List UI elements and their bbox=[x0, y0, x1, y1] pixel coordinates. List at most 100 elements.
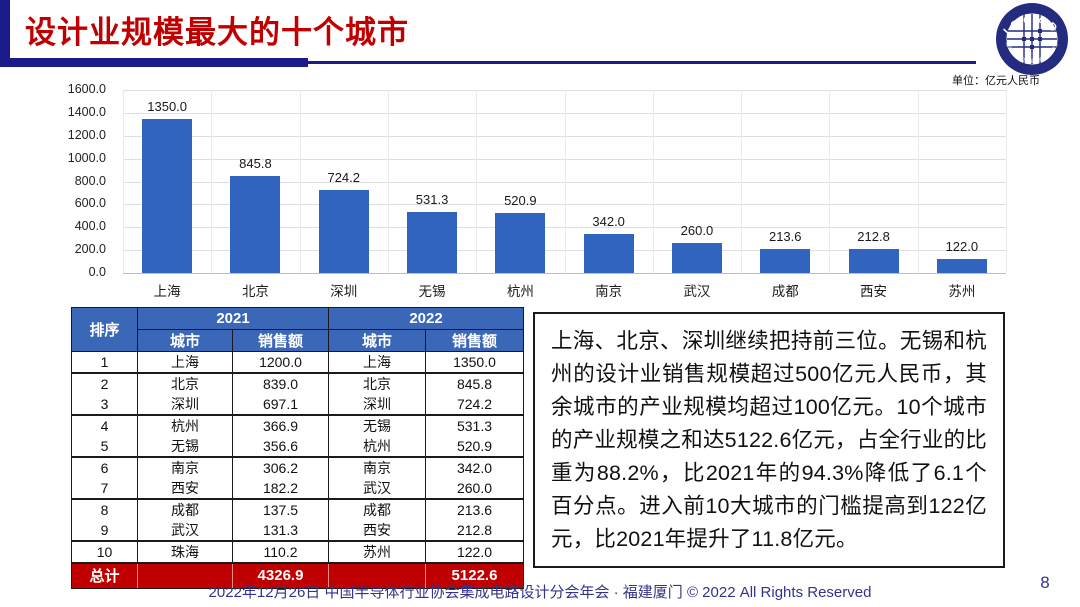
table-cell: 3 bbox=[71, 394, 138, 415]
table-cell: 北京 bbox=[137, 372, 233, 394]
chart-ytick-label: 1200.0 bbox=[67, 127, 106, 142]
table-cell: 839.0 bbox=[232, 372, 329, 394]
table-cell: 武汉 bbox=[328, 478, 426, 499]
table-row-rank-2: 2 北京 839.0 北京 845.8 bbox=[71, 372, 524, 394]
table-row-rank-9: 9 武汉 131.3 西安 212.8 bbox=[71, 520, 524, 541]
bar-value-label: 724.2 bbox=[327, 170, 361, 185]
x-axis-label: 杭州 bbox=[506, 284, 534, 299]
table-cell: 武汉 bbox=[137, 520, 233, 541]
table-cell: 1 bbox=[71, 351, 138, 373]
header-city-2021: 城市 bbox=[137, 329, 233, 352]
table-cell: 杭州 bbox=[328, 436, 426, 457]
header-rank: 排序 bbox=[71, 307, 138, 352]
table-row-rank-6: 6 南京 306.2 南京 342.0 bbox=[71, 456, 524, 478]
table-cell: 成都 bbox=[137, 498, 233, 520]
chart-gridline-v bbox=[476, 90, 478, 273]
table-cell: 137.5 bbox=[232, 498, 329, 520]
x-axis-label: 无锡 bbox=[418, 284, 446, 299]
bar-value-label: 845.8 bbox=[239, 156, 272, 171]
table-cell: 2 bbox=[71, 372, 138, 394]
table-cell: 182.2 bbox=[232, 478, 329, 499]
bar-成都 bbox=[760, 249, 811, 273]
chart-gridline-v bbox=[211, 90, 213, 273]
bar-value-label: 520.9 bbox=[504, 193, 537, 208]
table-cell: 6 bbox=[71, 456, 138, 478]
bar-苏州 bbox=[936, 259, 987, 273]
table-cell: 1350.0 bbox=[425, 351, 524, 373]
bar-value-label: 342.0 bbox=[592, 214, 625, 229]
table-header: 排序 2021 2022 城市 销售额 城市 销售额 bbox=[71, 307, 524, 352]
logo-circuit-dots bbox=[1022, 29, 1042, 49]
bar-value-label: 531.3 bbox=[415, 192, 449, 207]
table-cell: 杭州 bbox=[137, 414, 233, 436]
total-empty-city-2021 bbox=[137, 562, 233, 589]
x-axis-label: 成都 bbox=[771, 284, 799, 299]
table-cell: 1200.0 bbox=[232, 351, 329, 373]
x-axis-label: 武汉 bbox=[683, 284, 711, 299]
total-sales-2022: 5122.6 bbox=[425, 562, 524, 589]
footer-copyright: 2022年12月26日 中国半导体行业协会集成电路设计分会年会 · 福建厦门 ©… bbox=[208, 584, 872, 601]
table-cell: 306.2 bbox=[232, 456, 329, 478]
page-number: 8 bbox=[1040, 573, 1050, 592]
table-cell: 西安 bbox=[328, 520, 426, 541]
table-cell: 213.6 bbox=[425, 498, 524, 520]
chart-ytick-label: 0.0 bbox=[88, 265, 106, 279]
table-cell: 上海 bbox=[137, 351, 233, 373]
total-sales-2021: 4326.9 bbox=[232, 562, 329, 589]
total-empty-city-2022 bbox=[328, 562, 426, 589]
chart-ytick-label: 1000.0 bbox=[67, 150, 106, 165]
table-cell: 342.0 bbox=[425, 456, 524, 478]
chart-gridline-v bbox=[741, 90, 743, 273]
table-cell: 8 bbox=[71, 498, 138, 520]
total-label: 总计 bbox=[71, 562, 138, 589]
table-cell: 212.8 bbox=[425, 520, 524, 541]
bar-无锡 bbox=[407, 212, 458, 273]
table-body: 1 上海 1200.0 上海 1350.0 2 北京 839.0 北京 845.8 3 深圳 697.1… bbox=[71, 351, 524, 563]
table-row-rank-5: 5 无锡 356.6 杭州 520.9 bbox=[71, 436, 524, 457]
table-cell: 上海 bbox=[328, 351, 426, 373]
x-axis-label: 深圳 bbox=[330, 284, 358, 299]
table-cell: 131.3 bbox=[232, 520, 329, 541]
table-cell: 南京 bbox=[328, 456, 426, 478]
table-cell: 西安 bbox=[137, 478, 233, 499]
header-year-2021: 2021 bbox=[137, 307, 329, 330]
x-axis-label: 苏州 bbox=[948, 284, 976, 299]
bar-value-label: 260.0 bbox=[680, 223, 714, 238]
table-cell: 845.8 bbox=[425, 372, 524, 394]
table-cell: 356.6 bbox=[232, 436, 329, 457]
table-cell: 珠海 bbox=[137, 540, 233, 563]
chart-ytick-label: 200.0 bbox=[74, 242, 106, 257]
chart-gridline-v bbox=[652, 90, 654, 273]
title-underline-thick bbox=[0, 58, 308, 67]
bar-深圳 bbox=[318, 190, 369, 273]
chart-gridline-v bbox=[299, 90, 301, 273]
table-row-rank-4: 4 杭州 366.9 无锡 531.3 bbox=[71, 414, 524, 436]
iccad-logo: ICCAD 中国半导体行业协会集成电路设计分会 bbox=[994, 1, 1068, 75]
table-cell: 无锡 bbox=[137, 436, 233, 457]
title-underline-thin bbox=[308, 61, 976, 64]
table-cell: 7 bbox=[71, 478, 138, 499]
chart-gridline-v bbox=[123, 90, 124, 273]
table-cell: 110.2 bbox=[232, 540, 329, 563]
table-cell: 366.9 bbox=[232, 414, 329, 436]
table-cell: 深圳 bbox=[137, 394, 233, 415]
table-cell: 4 bbox=[71, 414, 138, 436]
x-axis-label: 北京 bbox=[241, 284, 269, 299]
chart-gridline-v bbox=[829, 90, 831, 273]
table-cell: 531.3 bbox=[425, 414, 524, 436]
bar-南京 bbox=[583, 234, 634, 273]
bar-value-label: 1350.0 bbox=[147, 99, 188, 114]
table-row-rank-10: 10 珠海 110.2 苏州 122.0 bbox=[71, 540, 524, 563]
table-cell: 260.0 bbox=[425, 478, 524, 499]
analysis-text: 上海、北京、深圳继续把持前三位。无锡和杭州的设计业销售规模超过500亿元人民币，… bbox=[551, 329, 987, 551]
chart-ytick-label: 400.0 bbox=[74, 219, 106, 234]
bar-上海 bbox=[142, 119, 193, 273]
table-cell: 122.0 bbox=[425, 540, 524, 563]
header-sales-2022: 销售额 bbox=[425, 329, 524, 352]
bar-武汉 bbox=[671, 243, 722, 273]
table-cell: 北京 bbox=[328, 372, 426, 394]
chart-gridline-v bbox=[917, 90, 919, 273]
chart-gridline-h bbox=[123, 273, 1006, 274]
analysis-textbox: 上海、北京、深圳继续把持前三位。无锡和杭州的设计业销售规模超过500亿元人民币，… bbox=[533, 312, 1005, 568]
header-sales-2021: 销售额 bbox=[232, 329, 329, 352]
